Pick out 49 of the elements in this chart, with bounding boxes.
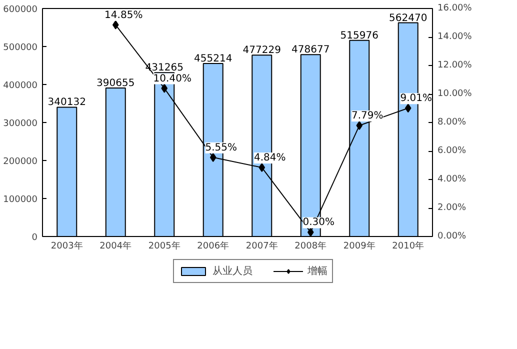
bar xyxy=(105,88,126,236)
x-tick-label: 2006年 xyxy=(197,240,230,252)
data-label: 390655 xyxy=(96,78,135,90)
data-label: 7.79% xyxy=(351,110,384,122)
y2-tick-label: 16.00% xyxy=(438,4,472,14)
x-tick-label: 2005年 xyxy=(148,240,180,252)
x-tick-label: 2007年 xyxy=(246,240,278,252)
y-tick-label: 200000 xyxy=(3,157,38,167)
y2-tick-label: 4.00% xyxy=(438,174,467,184)
data-label: 4.84% xyxy=(254,152,286,164)
data-label: 515976 xyxy=(340,30,378,42)
y-tick-label: 600000 xyxy=(3,5,38,15)
bar xyxy=(56,106,78,236)
data-label: 5.55% xyxy=(205,142,238,154)
y-tick-label: 400000 xyxy=(3,81,38,91)
y2-tick-label: 12.00% xyxy=(438,60,472,70)
point xyxy=(210,152,216,162)
x-tick-label: 2010年 xyxy=(392,240,424,252)
x-tick-label: 2004年 xyxy=(100,240,132,252)
y2-tick-label: 2.00% xyxy=(438,203,467,213)
x-tick-label: 2008年 xyxy=(294,240,327,252)
y2-tick-label: 0.00% xyxy=(438,232,467,242)
y-tick-label: 300000 xyxy=(3,119,38,129)
data-label: 562470 xyxy=(389,12,428,24)
data-label: 340132 xyxy=(48,97,86,108)
point xyxy=(307,228,314,236)
y2-tick-label: 6.00% xyxy=(438,146,467,156)
point xyxy=(258,163,266,172)
legend-label: 从业人员 xyxy=(212,264,252,278)
data-label: 14.85% xyxy=(104,10,143,21)
point xyxy=(404,104,412,113)
y-tick-label: 500000 xyxy=(3,43,38,53)
data-label: 10.40% xyxy=(153,73,192,84)
y2-tick-label: 14.00% xyxy=(438,32,472,42)
point xyxy=(356,120,363,130)
legend-label: 增幅 xyxy=(308,265,328,278)
data-label: 0.30% xyxy=(302,217,335,228)
point xyxy=(112,20,119,30)
data-label: 478677 xyxy=(292,44,330,56)
point xyxy=(161,84,168,93)
data-label: 9.01% xyxy=(400,93,432,104)
x-tick-label: 2009年 xyxy=(343,240,376,252)
data-label: 477229 xyxy=(242,45,281,56)
data-label: 455214 xyxy=(194,54,232,65)
x-tick-label: 2003年 xyxy=(50,240,83,252)
y2-tick-label: 10.00% xyxy=(438,89,472,99)
y-tick-label: 0 xyxy=(32,233,38,243)
y-tick-label: 100000 xyxy=(3,195,38,205)
y2-tick-label: 8.00% xyxy=(438,118,467,128)
